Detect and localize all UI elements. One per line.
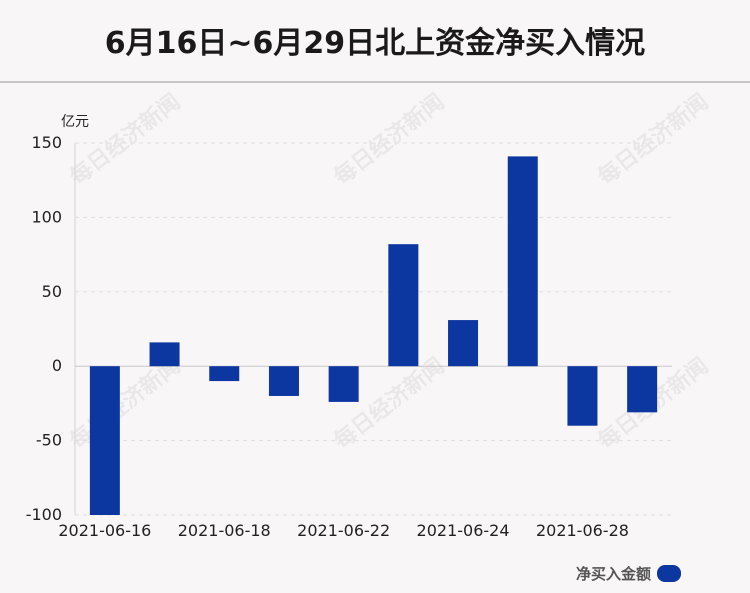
x-tick-label: 2021-06-28: [536, 521, 629, 540]
bar-2021-06-22: [328, 366, 359, 402]
y-tick-label: 50: [42, 282, 62, 301]
x-tick-label: 2021-06-18: [178, 521, 271, 540]
y-axis-label: 亿元: [61, 114, 89, 130]
y-tick-label: 100: [31, 207, 62, 226]
y-tick-label: 0: [52, 356, 62, 375]
bar-2021-06-24: [448, 320, 479, 367]
x-tick-label: 2021-06-24: [417, 521, 510, 540]
bar-2021-06-25: [507, 156, 538, 367]
x-tick-label: 2021-06-16: [58, 521, 151, 540]
chart-title: 6月16日~6月29日北上资金净买入情况: [104, 26, 646, 61]
bar-2021-06-18: [209, 366, 240, 382]
bar-2021-06-28: [567, 366, 598, 426]
y-tick-label: 150: [31, 133, 62, 152]
bar-2021-06-17: [149, 342, 180, 367]
bar-2021-06-21: [268, 366, 299, 396]
legend: 净买入金额: [576, 563, 682, 583]
bar-2021-06-23: [388, 244, 419, 367]
y-tick-label: -50: [36, 431, 62, 450]
legend-label: 净买入金额: [576, 564, 652, 583]
bar-2021-06-16: [89, 366, 120, 515]
bar-2021-06-29: [627, 366, 658, 413]
title-divider: [0, 81, 750, 83]
x-tick-label: 2021-06-22: [297, 521, 390, 540]
legend-swatch: [657, 564, 682, 582]
y-tick-label: -100: [26, 505, 62, 524]
